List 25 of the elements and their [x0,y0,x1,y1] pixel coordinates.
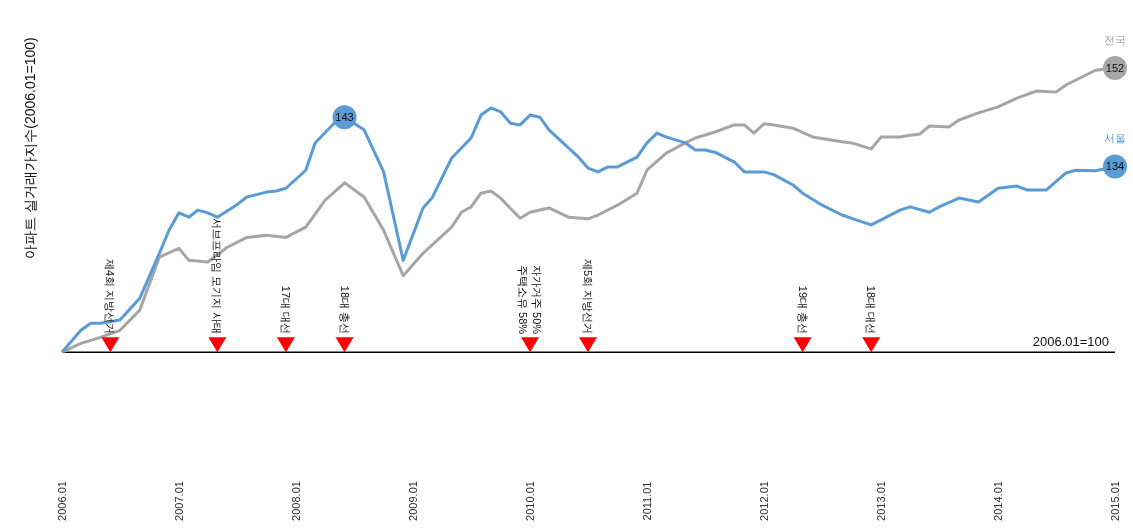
y-axis-title: 아파트 실거래가지수(2006.01=100) [22,37,38,259]
series-label: 서울 [1104,132,1126,145]
x-tick-label: 2010.01 [524,481,537,521]
series-label: 전국 [1104,34,1126,47]
x-tick-label: 2008.01 [289,481,302,521]
annotation: 18대 총선 [338,285,351,335]
annotation: 19대 총선 [796,285,809,335]
annotation: 제5회 지방선거 [582,258,595,335]
x-tick-label: 2006.01 [56,481,68,521]
x-tick-label: 2015.01 [1109,481,1121,521]
x-tick-label: 2012.01 [757,481,770,521]
data-label: 152 [1105,62,1125,75]
annotation: 자가거주 50% 주택소유 58% [517,265,544,335]
annotation: 제4회 지방선거 [104,258,117,335]
annotation: 17대 대선 [279,285,292,335]
data-label: 134 [1105,160,1125,173]
x-tick-label: 2011.01 [640,481,653,521]
x-tick-label: 2013.01 [875,481,888,521]
annotation: 18대 대선 [865,285,878,335]
x-tick-label: 2007.01 [172,481,185,521]
annotation: 서브프라임 모기지 사태 [211,218,224,335]
x-tick-label: 2014.01 [992,481,1005,521]
x-tick-label: 2009.01 [407,481,420,521]
ref-line-label: 2006.01=100 [1032,334,1109,350]
data-label: 143 [335,111,354,124]
